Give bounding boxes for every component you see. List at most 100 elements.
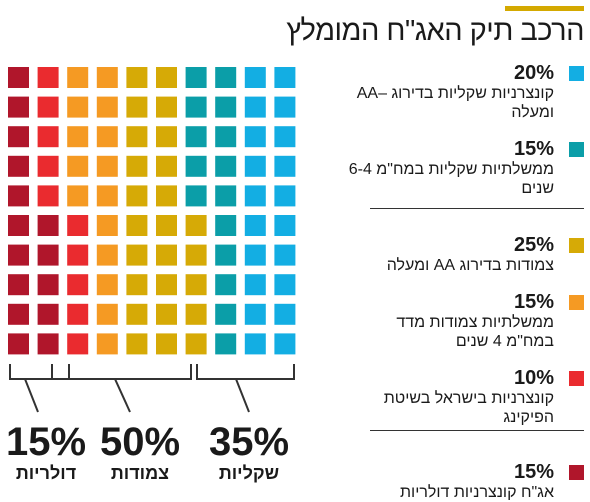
waffle-cell-series-5 [8,96,29,118]
waffle-cell-series-2 [156,67,177,88]
waffle-cell-series-0 [244,215,266,236]
waffle-cell-series-1 [215,333,237,355]
waffle-cell-series-3 [96,155,118,177]
waffle-cell-series-3 [96,244,118,266]
waffle-cell-series-5 [8,185,29,207]
group-summary-shekel: 35% שקליות [204,421,294,483]
waffle-cell-series-5 [8,333,29,355]
waffle-cell-series-3 [96,215,118,236]
legend-item: 15% ממשלתיות שקליות במח"מ 6-4 שנים [346,138,584,198]
group-label-shekel: שקליות [218,463,280,483]
waffle-cell-series-4 [37,155,59,177]
waffle-cell-series-2 [126,303,148,325]
legend-item: 20% קונצרניות שקליות בדירוג –AA ומעלה [346,62,584,122]
waffle-cell-series-0 [274,155,296,177]
waffle-cell-series-2 [126,244,148,266]
legend-label: ממשלתיות שקליות במח"מ 6-4 שנים [348,161,554,197]
legend-label: ממשלתיות צמודות מדד במח"מ 4 שנים [396,314,554,350]
waffle-cell-series-4 [37,126,59,148]
legend-item: 15% אג"ח קונצרניות דולריות [346,461,584,502]
group-pct-shekel: 35% [208,420,290,464]
waffle-cell-series-1 [215,67,237,88]
waffle-cell-series-3 [67,185,89,207]
waffle-cell-series-1 [215,155,237,177]
waffle-cell-series-2 [185,274,207,296]
waffle-cell-series-0 [244,244,266,266]
waffle-cell-series-3 [96,303,118,325]
waffle-cell-series-1 [215,215,237,236]
legend-item: 15% ממשלתיות צמודות מדד במח"מ 4 שנים [346,291,584,351]
waffle-cell-series-0 [274,274,296,296]
waffle-cell-series-1 [215,126,237,148]
waffle-cell-series-2 [156,274,177,296]
waffle-cell-series-2 [185,303,207,325]
waffle-cell-series-4 [37,96,59,118]
waffle-cell-series-2 [156,215,177,236]
waffle-cell-series-1 [215,274,237,296]
waffle-cell-series-0 [274,303,296,325]
waffle-cell-series-2 [156,96,177,118]
waffle-cell-series-2 [156,126,177,148]
group-label-indexed: צמודות [110,463,170,483]
waffle-cell-series-3 [67,96,89,118]
group-summary-dollar: 15% דולריות [1,421,91,483]
waffle-cell-series-1 [185,155,207,177]
waffle-cell-series-3 [96,126,118,148]
waffle-cell-series-0 [244,185,266,207]
waffle-cell-series-4 [67,274,89,296]
waffle-cell-series-0 [274,244,296,266]
waffle-cell-series-5 [37,303,59,325]
waffle-cell-series-3 [96,274,118,296]
legend-swatch-red [569,371,584,386]
legend-divider [370,430,584,431]
waffle-cell-series-2 [185,333,207,355]
waffle-cell-series-0 [274,215,296,236]
legend-label: קונצרניות שקליות בדירוג –AA ומעלה [356,85,554,121]
waffle-cell-series-2 [126,155,148,177]
waffle-cell-series-1 [215,185,237,207]
chart-title: הרכב תיק האג"ח המומלץ [286,15,584,47]
waffle-cell-series-1 [215,96,237,118]
waffle-cell-series-1 [215,244,237,266]
waffle-cell-series-0 [244,303,266,325]
group-pct-indexed: 50% [99,420,181,464]
waffle-cell-series-1 [185,185,207,207]
waffle-cell-series-2 [126,67,148,88]
legend-label: אג"ח קונצרניות דולריות [399,484,554,501]
waffle-cell-series-0 [244,96,266,118]
legend-swatch-orange [569,295,584,310]
waffle-cell-series-0 [274,185,296,207]
waffle-cell-series-3 [96,96,118,118]
waffle-cell-series-1 [185,67,207,88]
waffle-cell-series-0 [274,67,296,88]
waffle-cell-series-0 [244,274,266,296]
waffle-cell-series-5 [8,303,29,325]
waffle-cell-series-5 [8,274,29,296]
waffle-cell-series-3 [67,67,89,88]
waffle-cell-series-4 [67,215,89,236]
waffle-cell-series-5 [37,274,59,296]
legend-pct: 25% [513,234,554,256]
legend-divider [370,208,584,209]
waffle-cell-series-2 [185,215,207,236]
waffle-cell-series-2 [126,274,148,296]
waffle-cell-series-2 [156,303,177,325]
waffle-cell-series-2 [126,333,148,355]
waffle-cell-series-2 [156,155,177,177]
waffle-cell-series-5 [8,215,29,236]
waffle-grid [8,67,296,355]
group-label-dollar: דולריות [15,463,77,483]
legend-pct: 15% [513,138,554,160]
legend-item: 10% קונצרניות בישראל בשיטת הפיקינג [346,367,584,427]
waffle-cell-series-5 [37,333,59,355]
waffle-cell-series-1 [215,303,237,325]
waffle-cell-series-3 [96,67,118,88]
legend-swatch-crimson [569,465,584,480]
waffle-cell-series-1 [185,96,207,118]
title-accent-bar [505,6,584,11]
legend-item: 25% צמודות בדירוג AA ומעלה [346,234,584,275]
legend-label: צמודות בדירוג AA ומעלה [386,257,554,274]
waffle-cell-series-3 [67,155,89,177]
waffle-cell-series-3 [96,333,118,355]
waffle-cell-series-0 [244,67,266,88]
